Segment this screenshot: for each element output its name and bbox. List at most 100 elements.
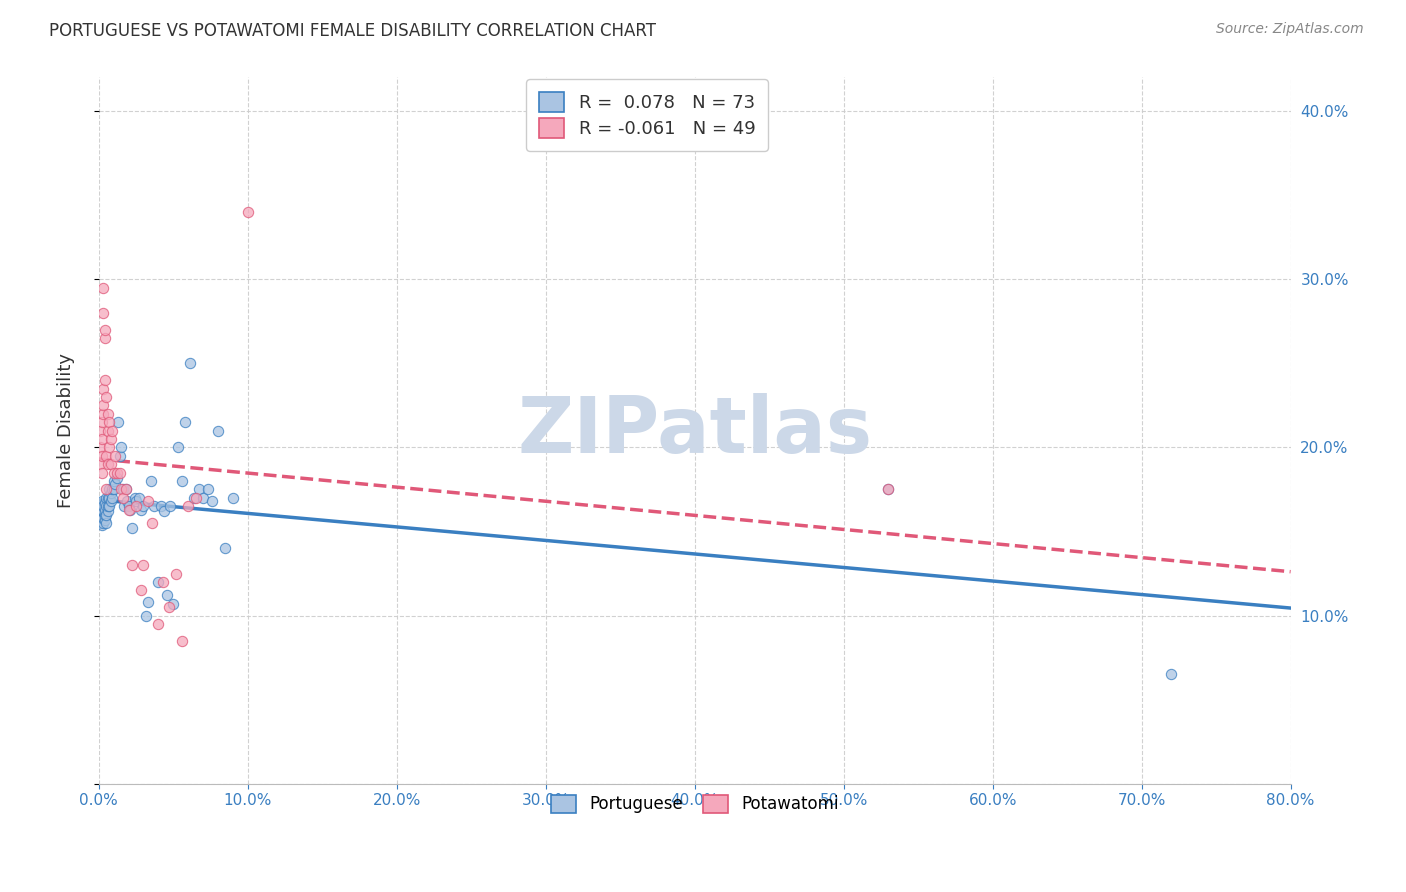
Point <box>89 516 111 530</box>
Point <box>97 504 120 518</box>
Point <box>103 466 125 480</box>
Point <box>136 595 159 609</box>
Point <box>90 517 112 532</box>
Point <box>108 466 131 480</box>
Point <box>115 494 138 508</box>
Point <box>101 424 124 438</box>
Point <box>104 449 127 463</box>
Point <box>89 424 111 438</box>
Point <box>120 502 142 516</box>
Point <box>97 424 120 438</box>
Point <box>166 441 188 455</box>
Point <box>105 466 128 480</box>
Point <box>172 633 194 648</box>
Point <box>148 617 170 632</box>
Point <box>132 500 155 514</box>
Point <box>91 511 114 525</box>
Point <box>174 415 197 429</box>
Point <box>94 496 117 510</box>
Point <box>98 441 121 455</box>
Point <box>129 583 152 598</box>
Point <box>107 415 129 429</box>
Point <box>96 491 118 505</box>
Point <box>179 356 201 370</box>
Point <box>236 205 259 219</box>
Point <box>90 500 112 514</box>
Point <box>90 449 112 463</box>
Point <box>141 516 163 530</box>
Point <box>129 502 152 516</box>
Point <box>111 491 134 505</box>
Point <box>877 483 900 497</box>
Point <box>124 491 146 505</box>
Text: ZIPatlas: ZIPatlas <box>517 392 872 468</box>
Point <box>103 474 125 488</box>
Point <box>162 597 184 611</box>
Point <box>90 432 112 446</box>
Point <box>91 280 114 294</box>
Point <box>222 491 245 505</box>
Point <box>90 466 112 480</box>
Point <box>110 483 132 497</box>
Point <box>214 541 236 556</box>
Point <box>100 485 122 500</box>
Point <box>877 483 900 497</box>
Point <box>97 407 120 421</box>
Point <box>101 491 124 505</box>
Point <box>125 494 148 508</box>
Point <box>153 504 176 518</box>
Point <box>184 491 207 505</box>
Point <box>91 504 114 518</box>
Point <box>89 511 111 525</box>
Point <box>165 566 187 581</box>
Legend: Portuguese, Potawatomi: Portuguese, Potawatomi <box>538 783 851 825</box>
Point <box>125 500 148 514</box>
Point <box>96 390 118 404</box>
Point <box>139 474 162 488</box>
Point <box>89 441 111 455</box>
Point <box>150 500 173 514</box>
Point <box>142 500 165 514</box>
Y-axis label: Female Disability: Female Disability <box>58 353 75 508</box>
Point <box>135 608 157 623</box>
Point <box>100 432 122 446</box>
Point <box>98 415 121 429</box>
Point <box>108 449 131 463</box>
Point <box>112 500 135 514</box>
Point <box>97 457 120 471</box>
Point <box>91 407 114 421</box>
Point <box>89 504 111 518</box>
Point <box>90 504 112 518</box>
Point <box>104 477 127 491</box>
Point <box>97 491 120 505</box>
Point <box>96 483 118 497</box>
Point <box>156 588 179 602</box>
Text: PORTUGUESE VS POTAWATOMI FEMALE DISABILITY CORRELATION CHART: PORTUGUESE VS POTAWATOMI FEMALE DISABILI… <box>49 22 657 40</box>
Point <box>96 449 118 463</box>
Point <box>91 382 114 396</box>
Point <box>96 516 118 530</box>
Point <box>177 500 200 514</box>
Point <box>89 457 111 471</box>
Point <box>207 424 229 438</box>
Point <box>121 521 143 535</box>
Point <box>110 441 132 455</box>
Point <box>157 600 180 615</box>
Point <box>191 491 214 505</box>
Point <box>132 558 155 573</box>
Point <box>94 331 117 345</box>
Point <box>183 491 205 505</box>
Point <box>94 502 117 516</box>
Point <box>148 574 170 589</box>
Point <box>90 511 112 525</box>
Point <box>114 483 136 497</box>
Point <box>128 491 150 505</box>
Point <box>1160 667 1182 681</box>
Point <box>100 494 122 508</box>
Point <box>91 516 114 530</box>
Point <box>94 323 117 337</box>
Point <box>114 483 136 497</box>
Point <box>152 574 174 589</box>
Point <box>98 500 121 514</box>
Point <box>101 483 124 497</box>
